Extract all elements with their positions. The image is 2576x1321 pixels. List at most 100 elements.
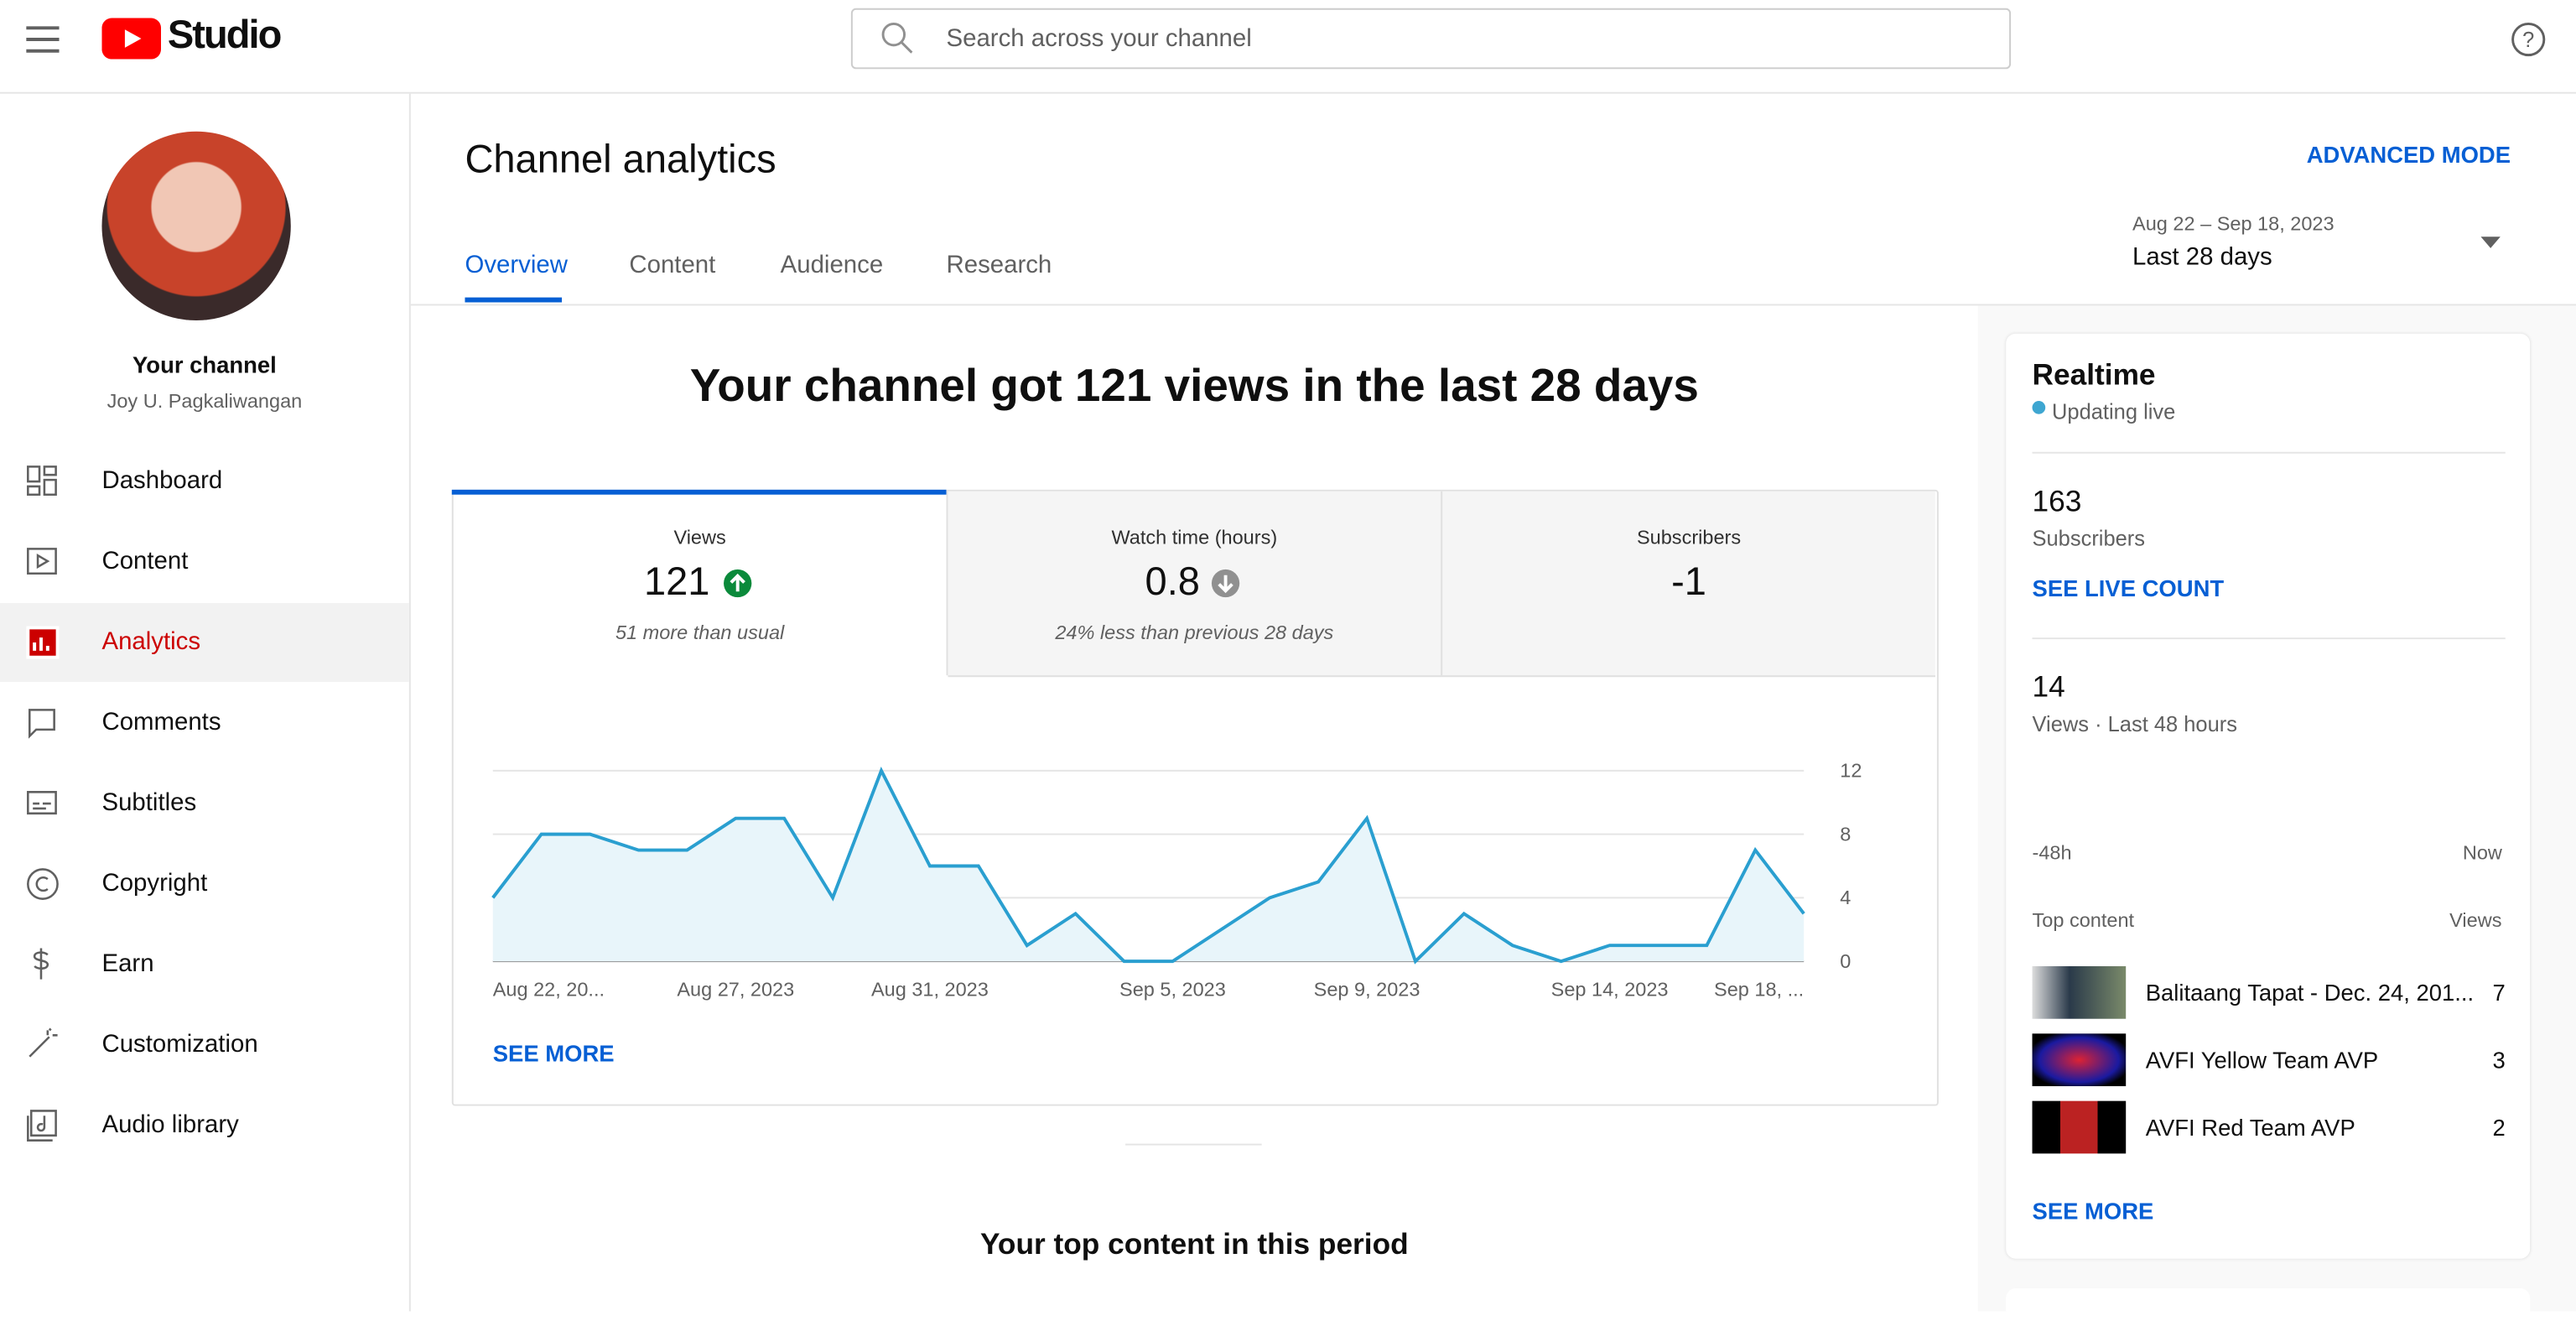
content-views: 7 xyxy=(2492,979,2506,1006)
down-icon xyxy=(1211,569,1240,598)
metric-divider xyxy=(1441,491,1443,676)
area xyxy=(492,770,1805,962)
metric-label[interactable]: Views xyxy=(673,525,726,549)
page-title: Channel analytics xyxy=(465,138,776,183)
date-range[interactable]: Aug 22 – Sep 18, 2023 xyxy=(2132,211,2334,236)
metric-note: 51 more than usual xyxy=(615,621,785,645)
nav-item[interactable]: Earn xyxy=(101,949,154,978)
metric-value: 121 xyxy=(644,560,710,605)
top-content-label: Top content xyxy=(2032,908,2135,932)
metric-value: 0.8 xyxy=(1145,560,1200,605)
y-tick-label: 8 xyxy=(1840,823,1851,845)
headline: Your channel got 121 views in the last 2… xyxy=(689,360,1699,411)
icon xyxy=(27,548,57,575)
search-placeholder: Search across your channel xyxy=(946,24,1252,53)
nav-item[interactable]: Dashboard xyxy=(101,466,223,495)
advanced-mode[interactable]: ADVANCED MODE xyxy=(2306,141,2511,168)
search-icon xyxy=(881,22,913,54)
sidebar-border xyxy=(408,93,411,1312)
content-title[interactable]: AVFI Yellow Team AVP xyxy=(2145,1047,2379,1074)
tab[interactable]: Research xyxy=(946,251,1052,280)
period[interactable]: Last 28 days xyxy=(2132,242,2272,272)
x-tick-label: Aug 22, 20... xyxy=(493,978,605,1000)
thumbnail[interactable] xyxy=(2032,1100,2127,1154)
period-dropdown[interactable] xyxy=(2480,237,2501,250)
x-tick-label: Sep 18, ... xyxy=(1714,978,1804,1000)
nav-icon xyxy=(27,1110,57,1142)
nav-icon xyxy=(27,791,57,815)
subscriber-count: 163 xyxy=(2032,484,2082,518)
nav-active-bg xyxy=(0,603,409,683)
realtime-title: Realtime xyxy=(2032,358,2156,392)
metric-divider xyxy=(946,491,948,676)
top-bar xyxy=(0,0,2576,94)
tab-underline xyxy=(465,297,563,303)
icon xyxy=(27,465,57,496)
metric-value: -1 xyxy=(1671,560,1706,605)
metric-label[interactable]: Subscribers xyxy=(1636,525,1742,549)
nav-item[interactable]: Customization xyxy=(101,1030,258,1058)
line xyxy=(491,767,1805,965)
divider xyxy=(2032,637,2506,640)
views-column: Views xyxy=(2449,908,2502,932)
realtime-views-label: Views · Last 48 hours xyxy=(2032,711,2238,736)
tab[interactable]: Content xyxy=(629,251,716,280)
nav-item[interactable]: Analytics xyxy=(101,627,201,656)
next-card xyxy=(2006,1288,2531,1321)
nav-icon xyxy=(27,548,57,575)
nav-icon xyxy=(28,709,55,739)
content-title[interactable]: Balitaang Tapat - Dec. 24, 201... xyxy=(2145,979,2475,1006)
section-heading: Your top content in this period xyxy=(979,1227,1409,1261)
divider xyxy=(2032,451,2506,454)
logo-text[interactable]: Studio xyxy=(167,13,282,58)
help-button[interactable]: ? xyxy=(2511,21,2547,57)
x-tick-label: Aug 27, 2023 xyxy=(677,978,794,1000)
live-dot xyxy=(2032,401,2046,414)
metric-active-bar xyxy=(451,489,947,495)
y-tick-label: 4 xyxy=(1840,887,1851,908)
icon xyxy=(27,791,57,815)
metric-label[interactable]: Watch time (hours) xyxy=(1111,525,1278,549)
x-tick-label: Sep 9, 2023 xyxy=(1314,978,1420,1000)
x-tick-label: Aug 31, 2023 xyxy=(871,978,989,1000)
divider xyxy=(1125,1143,1262,1146)
nav-item[interactable]: Copyright xyxy=(101,869,208,897)
y-tick-label: 0 xyxy=(1840,950,1851,972)
avatar[interactable] xyxy=(101,131,291,321)
x-start-label: -48h xyxy=(2032,841,2072,865)
subscriber-label: Subscribers xyxy=(2032,525,2146,551)
content-title[interactable]: AVFI Red Team AVP xyxy=(2145,1114,2355,1141)
icon xyxy=(33,948,49,980)
nav-item[interactable]: Content xyxy=(101,547,189,575)
metric-note: 24% less than previous 28 days xyxy=(1055,621,1334,645)
logo-icon xyxy=(101,18,162,60)
icon xyxy=(35,876,49,892)
svg-text:?: ? xyxy=(2522,29,2534,52)
icon xyxy=(27,868,59,900)
nav-icon xyxy=(26,626,60,659)
realtime-views: 14 xyxy=(2032,670,2065,704)
live-status: Updating live xyxy=(2052,399,2176,424)
x-tick-label: Sep 5, 2023 xyxy=(1119,978,1226,1000)
see-more[interactable]: SEE MORE xyxy=(2032,1198,2154,1225)
nav-icon xyxy=(27,868,59,900)
thumbnail[interactable] xyxy=(2032,966,2127,1019)
nav-icon xyxy=(27,465,57,496)
tab[interactable]: Audience xyxy=(780,251,884,280)
content-views: 2 xyxy=(2492,1114,2506,1141)
nav-item[interactable]: Comments xyxy=(101,708,221,736)
nav-item[interactable]: Subtitles xyxy=(101,788,197,817)
menu-button[interactable] xyxy=(23,23,62,55)
search-box[interactable] xyxy=(850,8,2012,70)
see-more[interactable]: SEE MORE xyxy=(492,1040,615,1067)
icon xyxy=(27,1110,57,1142)
nav-item[interactable]: Audio library xyxy=(101,1110,239,1139)
y-tick-label: 12 xyxy=(1840,760,1862,782)
tab[interactable]: Overview xyxy=(465,251,568,280)
see-live-count[interactable]: SEE LIVE COUNT xyxy=(2032,575,2225,602)
icon xyxy=(29,1027,58,1058)
icon xyxy=(28,709,55,739)
metrics-card xyxy=(451,489,1939,1106)
thumbnail[interactable] xyxy=(2032,1033,2127,1087)
